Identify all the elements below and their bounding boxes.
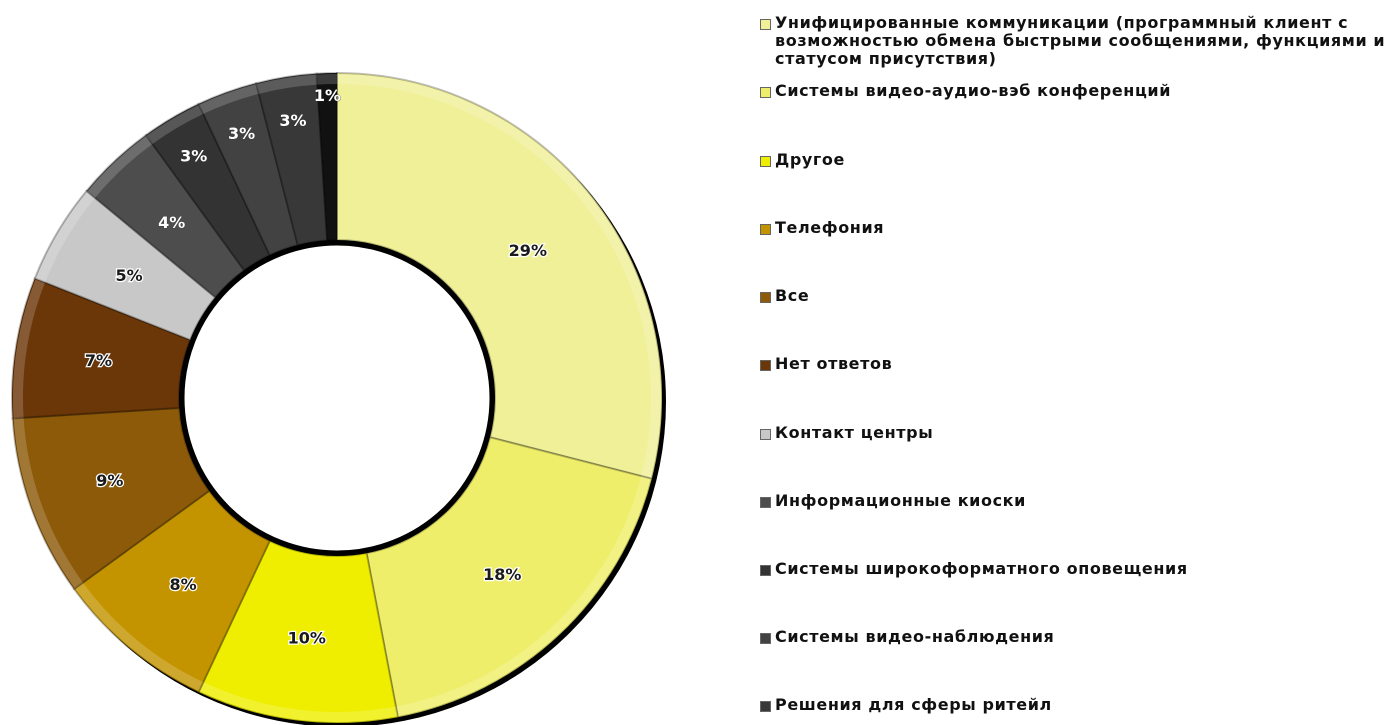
- slice-label-4: 8%: [169, 575, 196, 594]
- doughnut-hole: [179, 240, 495, 556]
- slice-11: [254, 72, 329, 247]
- legend-item-10: Системы видео-наблюдения: [760, 628, 1054, 646]
- legend-label-7: Контакт центры: [775, 423, 934, 442]
- slice-label-7: 5%: [116, 266, 143, 285]
- slice-bevel-12: [316, 74, 338, 85]
- slice-label-12: 1%: [314, 86, 341, 105]
- legend-swatch-1: [760, 19, 771, 30]
- legend-label-6: Нет ответов: [775, 354, 893, 373]
- legend-swatch-4: [760, 224, 771, 235]
- slice-2: [365, 436, 654, 719]
- legend-item-1: Унифицированные коммуникации (программны…: [760, 14, 1395, 68]
- slice-bevel-9: [146, 104, 204, 144]
- slice-6: [11, 277, 192, 420]
- chart-data-labels: 29% 18% 10% 8% 9% 7% 5% 4% 3% 3% 3% 1%: [84, 86, 549, 649]
- slice-12: [315, 71, 338, 242]
- legend-label-2: Системы видео-аудио-вэб конференций: [775, 81, 1172, 100]
- legend-label-3: Другое: [775, 150, 845, 169]
- legend-label-5: Все: [775, 286, 810, 305]
- legend-label-1: Унифицированные коммуникации (программны…: [775, 13, 1386, 68]
- slice-label-5: 9%: [96, 471, 123, 490]
- slice-bevel-3: [199, 682, 398, 722]
- legend-item-7: Контакт центры: [760, 424, 933, 442]
- slice-bevel-10: [199, 84, 259, 114]
- legend-item-2: Системы видео-аудио-вэб конференций: [760, 82, 1171, 100]
- slice-bevel-6: [13, 278, 46, 419]
- legend-label-4: Телефония: [775, 218, 885, 237]
- legend-item-11: Решения для сферы ритейл: [760, 696, 1052, 714]
- legend-item-8: Информационные киоски: [760, 492, 1026, 510]
- slice-label-8: 4%: [158, 213, 185, 232]
- legend-swatch-3: [760, 156, 771, 167]
- legend-swatch-5: [760, 292, 771, 303]
- legend-item-3: Другое: [760, 151, 845, 169]
- legend-label-10: Системы видео-наблюдения: [775, 627, 1055, 646]
- slice-5: [11, 406, 211, 591]
- slice-bevel-1: [336, 74, 661, 479]
- legend-item-9: Системы широкоформатного оповещения: [760, 560, 1188, 578]
- slice-label-10: 3%: [228, 124, 255, 143]
- slice-label-3: 10%: [288, 629, 326, 648]
- legend-swatch-10: [760, 633, 771, 644]
- legend-label-8: Информационные киоски: [775, 491, 1026, 510]
- legend-label-9: Системы широкоформатного оповещения: [775, 559, 1188, 578]
- slice-bevel-5: [13, 417, 83, 589]
- legend-swatch-6: [760, 360, 771, 371]
- legend-swatch-9: [760, 565, 771, 576]
- slice-bevel-4: [74, 582, 204, 692]
- slice-label-6: 7%: [85, 351, 112, 370]
- legend-swatch-7: [760, 429, 771, 440]
- legend-label-11: Решения для сферы ритейл: [775, 695, 1052, 714]
- legend-item-5: Все: [760, 287, 809, 305]
- slice-bevel-2: [395, 476, 651, 717]
- legend-item-6: Нет ответов: [760, 355, 892, 373]
- slice-bevel-8: [87, 135, 153, 198]
- slice-1: [336, 71, 663, 481]
- legend-swatch-2: [760, 87, 771, 98]
- slice-label-9: 3%: [180, 147, 207, 166]
- slice-3: [197, 539, 400, 724]
- slice-label-11: 3%: [279, 111, 306, 130]
- slice-bevel-7: [35, 191, 96, 283]
- doughnut-chart: 29% 18% 10% 8% 9% 7% 5% 4% 3% 3% 3% 1%: [11, 71, 666, 725]
- slice-4: [72, 489, 272, 694]
- legend-item-4: Телефония: [760, 219, 884, 237]
- slice-label-2: 18%: [483, 565, 521, 584]
- chart-slices: [11, 71, 666, 725]
- legend-swatch-11: [760, 701, 771, 712]
- slice-8: [85, 133, 246, 299]
- legend-swatch-8: [760, 497, 771, 508]
- slice-bevel-11: [256, 74, 318, 94]
- slice-label-1: 29%: [509, 241, 547, 260]
